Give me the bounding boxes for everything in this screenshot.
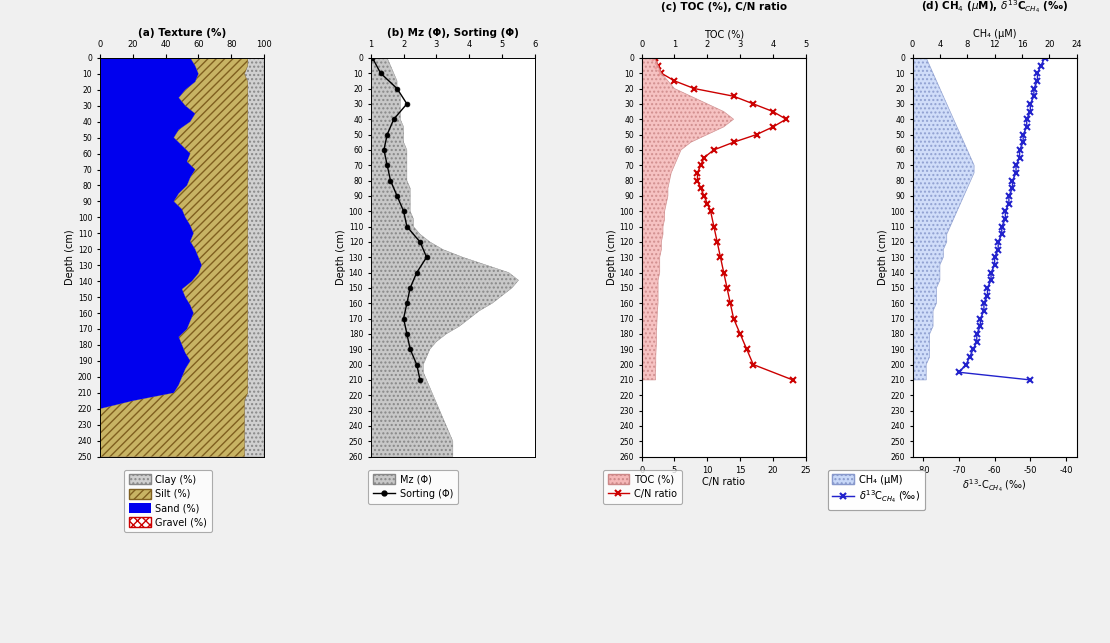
Title: (c) TOC (%), C/N ratio: (c) TOC (%), C/N ratio bbox=[660, 2, 787, 12]
X-axis label: TOC (%): TOC (%) bbox=[704, 29, 744, 39]
Y-axis label: Depth (cm): Depth (cm) bbox=[878, 230, 888, 285]
X-axis label: C/N ratio: C/N ratio bbox=[703, 477, 745, 487]
Y-axis label: Depth (cm): Depth (cm) bbox=[607, 230, 617, 285]
Title: (a) Texture (%): (a) Texture (%) bbox=[138, 28, 226, 38]
Y-axis label: Depth (cm): Depth (cm) bbox=[65, 230, 75, 285]
Title: (b) Mz (Φ), Sorting (Φ): (b) Mz (Φ), Sorting (Φ) bbox=[387, 28, 518, 38]
X-axis label: CH₄ (μM): CH₄ (μM) bbox=[972, 29, 1017, 39]
Title: (d) CH$_4$ ($\mu$M), $\delta^{13}$C$_{CH_4}$ (‰): (d) CH$_4$ ($\mu$M), $\delta^{13}$C$_{CH… bbox=[921, 0, 1068, 15]
X-axis label: $\delta^{13}$-C$_{CH_4}$ (‰): $\delta^{13}$-C$_{CH_4}$ (‰) bbox=[962, 477, 1027, 494]
Y-axis label: Depth (cm): Depth (cm) bbox=[336, 230, 346, 285]
Legend: CH₄ (μM), $\delta^{13}$C$_{CH_4}$ (‰): CH₄ (μM), $\delta^{13}$C$_{CH_4}$ (‰) bbox=[828, 469, 925, 511]
